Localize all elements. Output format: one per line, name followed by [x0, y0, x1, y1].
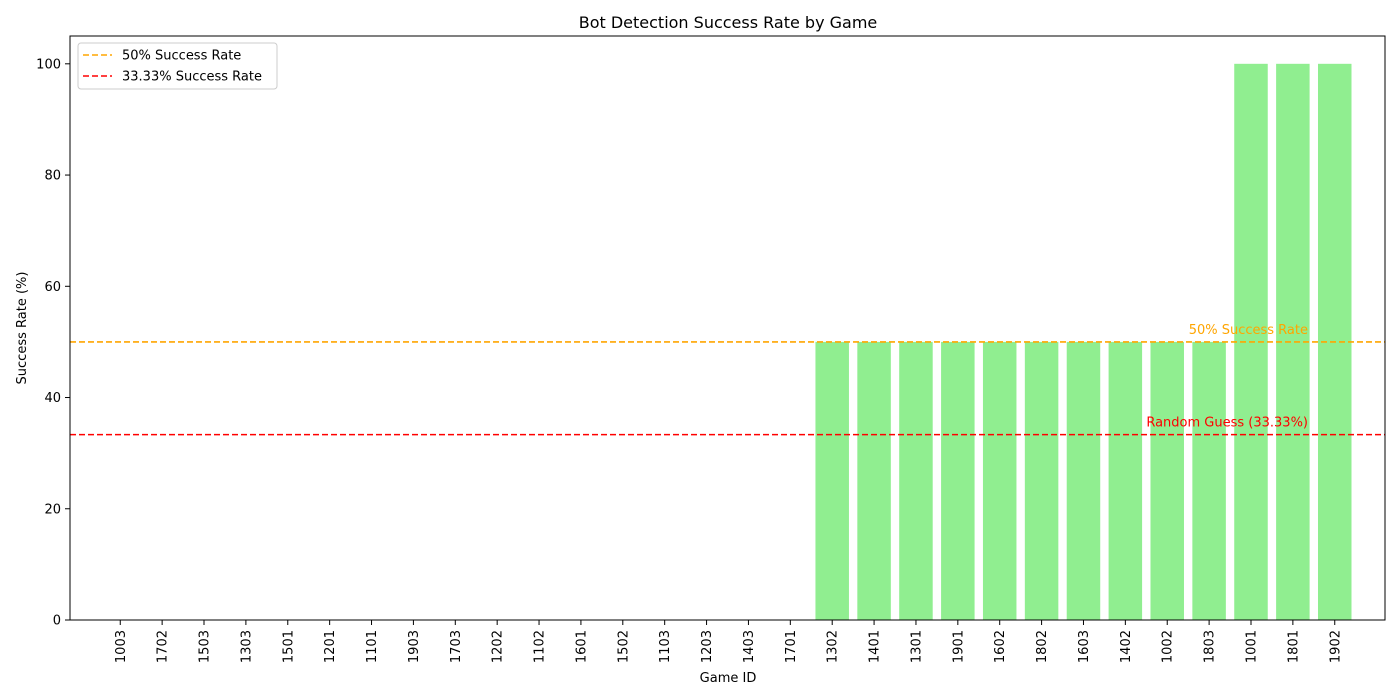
x-tick-label: 1501 — [281, 630, 296, 663]
x-tick-label: 1701 — [784, 630, 799, 663]
x-tick-label: 1401 — [868, 630, 883, 663]
chart-title: Bot Detection Success Rate by Game — [579, 13, 878, 32]
y-tick-label: 0 — [53, 614, 61, 629]
bar-1603 — [1066, 341, 1101, 620]
bar-1302 — [815, 341, 849, 620]
x-tick-label: 1201 — [323, 630, 338, 663]
x-tick-label: 1702 — [156, 630, 171, 663]
bar-1802 — [1024, 341, 1059, 620]
x-tick-label: 1803 — [1203, 630, 1218, 663]
x-tick-label: 1303 — [239, 630, 254, 663]
y-axis-label: Success Rate (%) — [15, 272, 30, 385]
bar-1402 — [1108, 341, 1143, 620]
y-tick-label: 20 — [44, 502, 61, 517]
legend-label-1: 33.33% Success Rate — [122, 70, 262, 85]
legend: 50% Success Rate 33.33% Success Rate — [77, 42, 278, 90]
reference-annotation-0: 50% Success Rate — [1189, 323, 1308, 338]
bar-1401 — [857, 341, 891, 620]
x-tick-label: 1902 — [1328, 630, 1343, 663]
x-tick-label: 1203 — [700, 630, 715, 663]
x-tick-label: 1301 — [909, 630, 924, 663]
y-tick-label: 80 — [44, 169, 61, 184]
bar-1301 — [899, 341, 933, 620]
bar-1901 — [941, 341, 975, 620]
x-tick-label: 1601 — [574, 630, 589, 663]
x-tick-label: 1703 — [449, 630, 464, 663]
x-tick-label: 1101 — [365, 630, 380, 663]
x-tick-label: 1503 — [198, 630, 213, 663]
reference-annotation-1: Random Guess (33.33%) — [1146, 416, 1308, 431]
x-tick-label: 1801 — [1286, 630, 1301, 663]
y-tick-label: 100 — [36, 57, 61, 72]
x-tick-label: 1302 — [826, 630, 841, 663]
x-tick-label: 1602 — [993, 630, 1008, 663]
x-tick-label: 1901 — [951, 630, 966, 663]
x-tick-label: 1003 — [114, 630, 129, 663]
legend-label-0: 50% Success Rate — [122, 49, 241, 64]
legend-box — [77, 42, 278, 90]
y-tick-label: 40 — [44, 391, 61, 406]
bar-1602 — [982, 341, 1017, 620]
x-tick-label: 1402 — [1119, 630, 1134, 663]
x-axis-label: Game ID — [700, 671, 757, 686]
y-tick-label: 60 — [44, 280, 61, 295]
plot-frame — [69, 35, 1386, 621]
x-tick-label: 1903 — [407, 630, 422, 663]
x-tick-label: 1502 — [616, 630, 631, 663]
x-tick-label: 1802 — [1035, 630, 1050, 663]
x-tick-label: 1002 — [1161, 630, 1176, 663]
bar-1803 — [1192, 341, 1226, 620]
x-tick-label: 1202 — [491, 630, 506, 663]
x-tick-label: 1403 — [742, 630, 757, 663]
x-tick-label: 1102 — [533, 630, 548, 663]
x-tick-label: 1103 — [658, 630, 673, 663]
x-tick-label: 1001 — [1244, 630, 1259, 663]
bar-1002 — [1150, 341, 1184, 620]
x-tick-label: 1603 — [1077, 630, 1092, 663]
